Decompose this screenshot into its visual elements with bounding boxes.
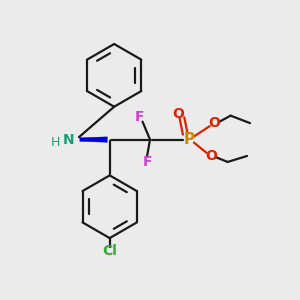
Text: O: O [172,107,184,121]
Text: O: O [208,116,220,130]
Text: F: F [135,110,144,124]
Text: N: N [63,133,74,146]
Text: O: O [205,149,217,163]
Text: P: P [183,132,194,147]
Text: F: F [142,155,152,169]
Text: Cl: Cl [102,244,117,258]
Text: H: H [51,136,61,149]
Polygon shape [80,137,107,142]
